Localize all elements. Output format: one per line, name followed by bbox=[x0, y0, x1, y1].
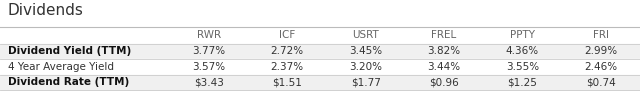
Text: $0.74: $0.74 bbox=[586, 77, 616, 87]
Bar bbox=[0, 75, 640, 90]
Text: 2.46%: 2.46% bbox=[584, 62, 618, 72]
Text: FREL: FREL bbox=[431, 30, 456, 40]
Bar bbox=[0, 59, 640, 75]
Text: $1.77: $1.77 bbox=[351, 77, 381, 87]
Text: 3.57%: 3.57% bbox=[192, 62, 225, 72]
Bar bbox=[0, 44, 640, 59]
Text: PPTY: PPTY bbox=[510, 30, 535, 40]
Text: RWR: RWR bbox=[196, 30, 221, 40]
Text: 4 Year Average Yield: 4 Year Average Yield bbox=[8, 62, 114, 72]
Text: 2.72%: 2.72% bbox=[271, 46, 304, 56]
Text: 3.82%: 3.82% bbox=[428, 46, 461, 56]
Text: $1.25: $1.25 bbox=[508, 77, 538, 87]
Text: 4.36%: 4.36% bbox=[506, 46, 539, 56]
Text: 3.44%: 3.44% bbox=[428, 62, 461, 72]
Text: 2.99%: 2.99% bbox=[584, 46, 618, 56]
Text: 3.77%: 3.77% bbox=[192, 46, 225, 56]
Text: $0.96: $0.96 bbox=[429, 77, 459, 87]
Text: ICF: ICF bbox=[279, 30, 295, 40]
Text: 3.45%: 3.45% bbox=[349, 46, 382, 56]
Text: Dividends: Dividends bbox=[8, 3, 84, 18]
Text: 3.55%: 3.55% bbox=[506, 62, 539, 72]
Text: USRT: USRT bbox=[352, 30, 379, 40]
Text: Dividend Rate (TTM): Dividend Rate (TTM) bbox=[8, 77, 129, 87]
Text: 2.37%: 2.37% bbox=[271, 62, 304, 72]
Text: $1.51: $1.51 bbox=[272, 77, 302, 87]
Text: 3.20%: 3.20% bbox=[349, 62, 382, 72]
Text: FRI: FRI bbox=[593, 30, 609, 40]
Text: Dividend Yield (TTM): Dividend Yield (TTM) bbox=[8, 46, 131, 56]
Text: $3.43: $3.43 bbox=[194, 77, 224, 87]
